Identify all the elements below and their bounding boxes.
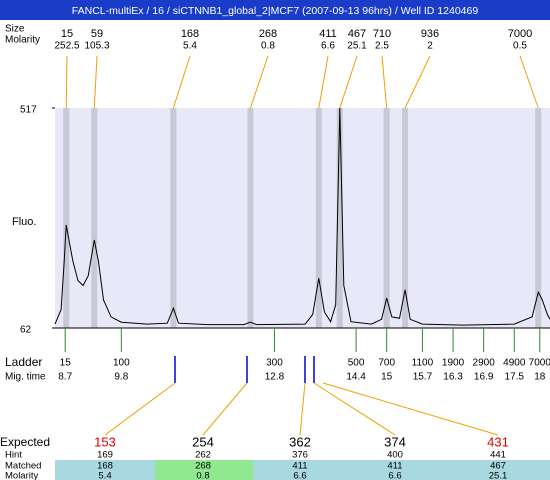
- molarity-cell: 0.8: [196, 471, 209, 480]
- peak-band: [170, 108, 177, 328]
- ladder-size: 700: [378, 358, 395, 369]
- expected-cell: 153: [94, 434, 116, 449]
- expected-cell: 431: [487, 434, 509, 449]
- ladder-size: 2900: [473, 358, 496, 369]
- molarity-cell: 6.6: [293, 471, 306, 480]
- ladder-time: 18: [534, 372, 546, 383]
- mig-label: Mig. time: [5, 372, 46, 383]
- hint-cell: 262: [195, 450, 211, 461]
- ladder-size: 15: [60, 358, 72, 369]
- peak-size: 15: [61, 28, 73, 40]
- match-connector: [313, 382, 396, 436]
- peak-connector: [93, 55, 98, 109]
- ladder-size: 100: [113, 358, 130, 369]
- matched-highlight: [155, 460, 253, 480]
- y-label: Fluo.: [12, 216, 36, 228]
- ladder-size: 4900: [503, 358, 526, 369]
- trace: [54, 107, 550, 326]
- peak-connector: [172, 55, 191, 109]
- peak-size: 411: [319, 28, 337, 40]
- ladder-time: 16.3: [443, 372, 463, 383]
- peak-molarity: 0.8: [261, 41, 275, 52]
- ladder-time: 8.7: [58, 372, 72, 383]
- ladder-time: 17.5: [505, 372, 525, 383]
- title: FANCL-multiEx / 16 / siCTNNB1_global_2|M…: [72, 5, 479, 17]
- peak-band: [336, 108, 343, 328]
- ladder-size: 1100: [412, 358, 434, 369]
- expected-cell: 374: [384, 434, 406, 449]
- peak-connector: [404, 55, 431, 109]
- peak-size: 268: [259, 28, 277, 40]
- expected-cell: 254: [192, 434, 214, 449]
- match-connector: [299, 382, 306, 436]
- hint-cell: 169: [97, 450, 113, 461]
- peak-band: [247, 108, 254, 328]
- peak-connector: [339, 55, 358, 109]
- peak-connector: [519, 55, 539, 109]
- ladder-time: 15.7: [413, 372, 433, 383]
- peak-connector: [381, 55, 388, 109]
- ladder-time: 16.9: [474, 372, 494, 383]
- molarity-cell: 25.1: [489, 471, 508, 480]
- ladder-time: 9.8: [114, 372, 128, 383]
- peak-molarity: 6.6: [321, 41, 335, 52]
- peak-molarity: 5.4: [183, 41, 197, 52]
- ladder-time: 14.4: [346, 372, 366, 383]
- peak-size: 168: [181, 28, 199, 40]
- title-bar: [0, 0, 550, 20]
- peak-band: [91, 108, 98, 328]
- ladder-size: 1900: [442, 358, 465, 369]
- row-label: Molarity: [5, 471, 39, 480]
- peak-molarity: 252.5: [54, 41, 79, 52]
- ladder-time: 15: [381, 372, 393, 383]
- peak-size: 467: [348, 28, 366, 40]
- matched-cell: 268: [195, 461, 211, 472]
- ladder-label: Ladder: [5, 355, 42, 369]
- molarity-cell: 5.4: [98, 471, 111, 480]
- match-connector: [202, 382, 248, 436]
- peak-size: 7000: [508, 28, 532, 40]
- peak-molarity: 2.5: [375, 41, 389, 52]
- matched-cell: 467: [490, 461, 506, 472]
- peak-band: [402, 108, 409, 328]
- matched-cell: 411: [387, 461, 402, 472]
- peak-connector: [249, 55, 269, 109]
- matched-cell: 411: [292, 461, 307, 472]
- peak-molarity: 0.5: [513, 41, 527, 52]
- size-header: Size: [5, 24, 25, 35]
- hint-cell: 441: [490, 450, 506, 461]
- peak-band: [315, 108, 322, 328]
- ladder-size: 7000: [529, 358, 550, 369]
- ladder-size: 500: [348, 358, 365, 369]
- peak-molarity: 2: [427, 41, 433, 52]
- hint-cell: 376: [292, 450, 308, 461]
- peak-band: [535, 108, 542, 328]
- expected-cell: 362: [289, 434, 311, 449]
- row-label: Matched: [5, 461, 41, 472]
- match-connector: [322, 382, 499, 436]
- ladder-time: 12.8: [265, 372, 285, 383]
- plot-area: [55, 108, 550, 328]
- hint-cell: 400: [387, 450, 403, 461]
- peak-size: 710: [373, 28, 391, 40]
- row-label: Expected: [0, 435, 50, 449]
- y-tick-label: 517: [20, 105, 37, 116]
- ladder-size: 300: [266, 358, 283, 369]
- peak-band: [63, 108, 70, 328]
- peak-connector: [318, 55, 329, 109]
- matched-cell: 168: [97, 461, 113, 472]
- match-connector: [104, 382, 176, 436]
- row-label: Hint: [5, 450, 22, 461]
- molarity-cell: 6.6: [388, 471, 401, 480]
- peak-size: 59: [91, 28, 103, 40]
- molarity-header: Molarity: [5, 35, 40, 46]
- peak-molarity: 105.3: [84, 41, 109, 52]
- peak-size: 936: [421, 28, 439, 40]
- peak-band: [383, 108, 390, 328]
- peak-molarity: 25.1: [347, 41, 367, 52]
- y-tick-label: 62: [20, 325, 32, 336]
- peak-connector: [65, 55, 68, 109]
